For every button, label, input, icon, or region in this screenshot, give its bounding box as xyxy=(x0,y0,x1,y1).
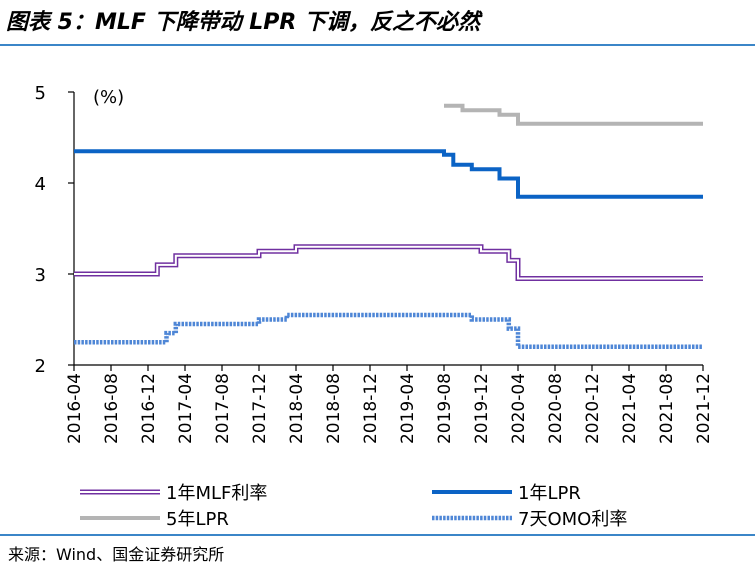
series-line xyxy=(444,103,703,126)
series-5年LPR xyxy=(444,103,703,126)
legend-label: 1年MLF利率 xyxy=(166,483,267,504)
legend-item: 7天OMO利率 xyxy=(432,509,627,530)
y-axis-unit-label: (%) xyxy=(93,87,124,108)
x-tick-label: 2020-08 xyxy=(546,373,566,444)
x-tick-label: 2017-04 xyxy=(176,373,196,444)
x-tick-label: 2017-08 xyxy=(213,373,233,444)
chart-legend: 1年MLF利率 1年LPR 5年LPR 7天OMO利率 xyxy=(80,483,627,530)
x-tick-label: 2021-04 xyxy=(620,373,640,444)
series-line xyxy=(74,149,703,199)
x-tick-label: 2018-04 xyxy=(287,373,307,444)
source-divider xyxy=(0,534,755,536)
series-lines xyxy=(74,103,703,350)
series-line-outer xyxy=(74,244,703,281)
series-7天OMO利率 xyxy=(74,312,703,350)
title-divider xyxy=(0,44,755,46)
legend-label: 7天OMO利率 xyxy=(518,509,627,530)
x-tick-label: 2020-12 xyxy=(583,373,603,444)
x-tick-label: 2021-08 xyxy=(657,373,677,444)
x-tick-labels: 2016-04 2016-08 2016-12 2017-04 2017-08 2017-… xyxy=(65,365,714,444)
figure-title: 图表 5：MLF 下降带动 LPR 下调，反之不必然 xyxy=(6,10,480,35)
series-line-inner xyxy=(74,245,703,280)
legend-item: 1年MLF利率 xyxy=(80,483,267,504)
y-tick-label: 2 xyxy=(35,356,46,377)
series-1年MLF利率 xyxy=(74,244,703,281)
legend-label: 5年LPR xyxy=(166,509,229,530)
series-line xyxy=(74,312,703,350)
legend-label: 1年LPR xyxy=(518,483,581,504)
series-1年LPR xyxy=(74,149,703,199)
x-tick-label: 2019-12 xyxy=(472,373,492,444)
legend-item: 1年LPR xyxy=(432,483,581,504)
y-tick-labels: 2 3 4 5 xyxy=(35,83,74,377)
x-tick-label: 2016-12 xyxy=(139,373,159,444)
y-tick-label: 3 xyxy=(35,265,46,286)
chart-axes xyxy=(73,92,703,366)
x-tick-label: 2018-08 xyxy=(324,373,344,444)
x-tick-label: 2021-12 xyxy=(694,373,714,444)
legend-item: 5年LPR xyxy=(80,509,229,530)
source-note: 来源：Wind、国金证券研究所 xyxy=(8,545,225,564)
x-tick-label: 2016-08 xyxy=(102,373,122,444)
x-tick-label: 2019-08 xyxy=(435,373,455,444)
x-tick-label: 2020-04 xyxy=(509,373,529,444)
x-tick-label: 2019-04 xyxy=(398,373,418,444)
x-tick-label: 2016-04 xyxy=(65,373,85,444)
x-tick-label: 2017-12 xyxy=(250,373,270,444)
y-tick-label: 5 xyxy=(35,83,46,104)
y-tick-label: 4 xyxy=(35,174,46,195)
x-tick-label: 2018-12 xyxy=(361,373,381,444)
